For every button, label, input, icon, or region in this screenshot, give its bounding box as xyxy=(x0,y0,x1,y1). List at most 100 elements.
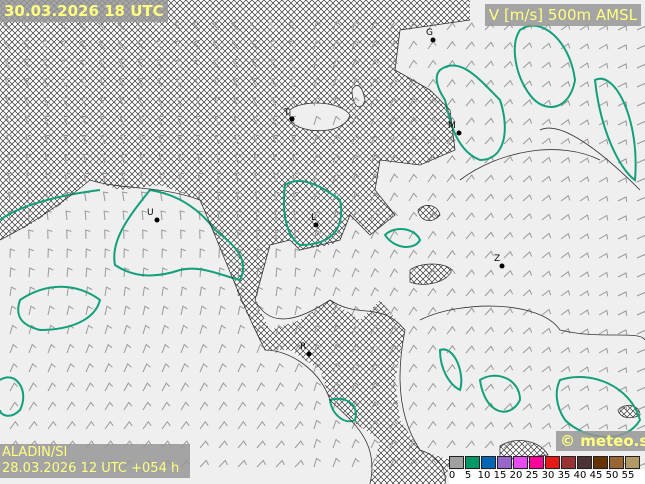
wind-barb xyxy=(598,100,609,107)
wind-barb xyxy=(408,40,418,50)
wind-barb xyxy=(617,101,628,107)
wind-barb xyxy=(408,401,418,411)
wind-barb xyxy=(85,305,93,316)
legend-swatch xyxy=(529,456,544,469)
city-label: L xyxy=(311,213,317,223)
wind-barb xyxy=(199,286,207,297)
wind-barb xyxy=(64,172,70,183)
wind-barb xyxy=(104,382,114,392)
wind-barb xyxy=(26,172,32,183)
wind-barb xyxy=(174,39,182,50)
wind-barb xyxy=(193,58,201,69)
wind-barb xyxy=(142,229,148,240)
wind-barb xyxy=(156,96,163,107)
wind-barb xyxy=(332,400,341,411)
wind-barb xyxy=(370,363,379,373)
wind-barb xyxy=(332,210,341,221)
wind-barb xyxy=(103,210,110,221)
wind-barb xyxy=(351,210,360,221)
wind-barb xyxy=(288,39,296,50)
wind-barb xyxy=(102,191,109,202)
wind-barb xyxy=(232,96,239,107)
wind-barb xyxy=(351,172,360,183)
wind-barb xyxy=(522,175,533,183)
wind-barb xyxy=(99,96,106,107)
wind-barb xyxy=(541,137,552,145)
wind-barb xyxy=(123,305,131,316)
wind-barb xyxy=(313,115,321,126)
wind-barb xyxy=(116,20,125,31)
wind-barb xyxy=(465,22,475,31)
wind-barb xyxy=(522,403,533,411)
wind-barb xyxy=(579,309,590,316)
wind-barb xyxy=(275,267,282,278)
wind-barb xyxy=(313,191,321,202)
wind-barb xyxy=(192,20,201,31)
wind-barb xyxy=(522,80,533,88)
wind-barb xyxy=(351,96,360,107)
wind-barb xyxy=(636,405,645,411)
wind-barb xyxy=(5,134,12,145)
wind-barb xyxy=(256,382,266,392)
wind-barb xyxy=(408,306,418,316)
wind-barb xyxy=(579,43,590,50)
wind-barb xyxy=(503,250,514,259)
wind-barb xyxy=(389,363,399,373)
wind-barb xyxy=(294,305,302,316)
wind-barb xyxy=(118,77,125,88)
wind-barb xyxy=(446,268,456,278)
wind-barb xyxy=(180,229,186,240)
wind-barb xyxy=(194,96,201,107)
wind-barb xyxy=(541,308,552,316)
wind-barb xyxy=(541,61,552,69)
wind-barb xyxy=(218,286,226,297)
wind-barb xyxy=(271,134,278,145)
wind-barb xyxy=(237,440,247,449)
wind-barb xyxy=(427,192,437,202)
wind-barb xyxy=(560,118,571,126)
city-marker xyxy=(499,263,505,269)
legend-tick: 15 xyxy=(493,470,507,481)
wind-barb xyxy=(446,173,456,183)
wind-barb xyxy=(160,210,167,221)
wind-barb xyxy=(24,115,31,126)
wind-barb xyxy=(522,137,533,145)
wind-barb xyxy=(389,21,399,31)
wind-barb xyxy=(161,420,171,430)
wind-barb xyxy=(560,232,571,240)
legend-tick: 55 xyxy=(621,470,635,481)
wind-barb xyxy=(370,344,379,354)
wind-barb xyxy=(313,324,321,335)
wind-barb xyxy=(389,439,399,449)
city-marker xyxy=(306,351,312,357)
wind-barb xyxy=(598,404,609,411)
wind-barb xyxy=(370,211,379,221)
wind-barb xyxy=(541,42,552,50)
wind-barb xyxy=(465,212,475,221)
wind-barb xyxy=(154,20,163,31)
wind-barb xyxy=(214,115,221,126)
wind-barb xyxy=(7,191,14,202)
wind-barb xyxy=(408,363,418,373)
wind-barb xyxy=(177,153,184,164)
wind-barb xyxy=(465,307,475,316)
wind-barb xyxy=(28,401,38,411)
wind-barb xyxy=(522,194,533,202)
wind-barb xyxy=(541,156,552,164)
wind-barb xyxy=(579,62,590,69)
wind-barb xyxy=(28,229,34,240)
wind-barb xyxy=(617,158,628,164)
wind-barb xyxy=(484,174,494,183)
wind-barb xyxy=(484,79,494,88)
wind-barb xyxy=(236,210,243,221)
wind-barb xyxy=(389,230,399,240)
wind-barb xyxy=(156,77,163,88)
wind-barb xyxy=(503,440,514,449)
wind-barb xyxy=(617,386,628,392)
legend-swatch xyxy=(449,456,464,469)
wind-barb xyxy=(313,419,321,430)
wind-barb xyxy=(80,96,87,107)
wind-barb xyxy=(41,39,49,50)
wind-barb xyxy=(389,78,399,88)
wind-barb xyxy=(389,420,399,430)
